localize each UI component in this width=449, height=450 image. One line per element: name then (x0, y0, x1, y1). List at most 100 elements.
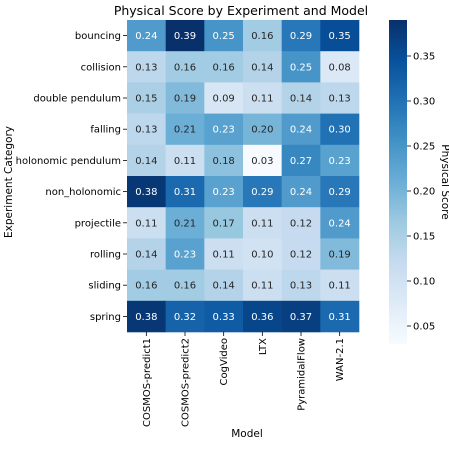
heatmap-cell (204, 144, 244, 177)
heatmap-cell (204, 51, 244, 83)
heatmap-cell (204, 207, 244, 239)
cell-value-label: 0.14 (135, 156, 157, 167)
cell-value-label: 0.19 (329, 250, 351, 261)
colorbar-tick-label: 0.35 (413, 52, 435, 63)
cell-value-label: 0.30 (329, 125, 351, 136)
cell-value-label: 0.11 (251, 281, 273, 292)
heatmap-cell (204, 20, 244, 52)
colorbar-tick-label: 0.25 (413, 142, 435, 153)
column-tick-labels: COSMOS-predict1 COSMOS-predict2 CogVideo LT… (142, 332, 346, 427)
heatmap-cell (127, 51, 166, 83)
cell-value-label: 0.18 (213, 156, 235, 167)
cell-value-label: 0.23 (174, 250, 196, 261)
heatmap-cell (281, 113, 321, 146)
cell-value-label: 0.15 (135, 94, 157, 105)
cell-value-label: 0.29 (329, 187, 351, 198)
column-tick-label: COSMOS-predict2 (181, 338, 192, 427)
heatmap-cell (165, 238, 205, 270)
row-tick-label: bouncing (75, 31, 121, 42)
cell-value-label: 0.23 (213, 187, 235, 198)
heatmap-cell (204, 82, 244, 114)
heatmap-cells (127, 20, 360, 333)
y-axis-label: Experiment Category (3, 126, 15, 238)
heatmap-cell (243, 207, 282, 239)
heatmap-cell (281, 238, 321, 270)
cell-value-label: 0.36 (251, 312, 273, 323)
cell-value-label: 0.32 (174, 312, 196, 323)
row-tick-labels: bouncing collision double pendulum falling h… (16, 31, 127, 323)
heatmap-cell (127, 238, 166, 270)
row-tick-label: falling (90, 125, 121, 136)
cell-value-label: 0.17 (213, 218, 235, 229)
cell-value-label: 0.38 (135, 187, 157, 198)
heatmap-cell (165, 176, 205, 208)
cell-value-label: 0.21 (174, 125, 196, 136)
heatmap-cell (320, 51, 360, 83)
cell-value-label: 0.21 (174, 218, 196, 229)
colorbar-tick-label: 0.10 (413, 277, 435, 288)
row-tick-label: non_holonomic (45, 187, 121, 198)
cell-value-label: 0.13 (135, 62, 157, 73)
colorbar-tick-label: 0.15 (413, 232, 435, 243)
cell-value-label: 0.33 (213, 312, 235, 323)
cell-value-label: 0.11 (251, 218, 273, 229)
heatmap-cell (127, 144, 166, 177)
cell-value-labels: 0.24 0.39 0.25 0.16 0.29 0.35 0.13 0.16 0.16 0.14… (135, 31, 351, 323)
heatmap-cell (320, 113, 360, 146)
colorbar-ticks: 0.05 0.10 0.15 0.20 0.25 0.30 0.35 (407, 52, 435, 333)
heatmap-cell (281, 176, 321, 208)
cell-value-label: 0.11 (251, 94, 273, 105)
cell-value-label: 0.31 (174, 187, 196, 198)
heatmap-cell (127, 113, 166, 146)
row-tick-label: double pendulum (33, 94, 121, 105)
heatmap-cell (127, 176, 166, 208)
cell-value-label: 0.14 (213, 281, 235, 292)
chart-title: Physical Score by Experiment and Model (114, 3, 368, 18)
heatmap-cell (243, 300, 282, 333)
heatmap-cell (281, 300, 321, 333)
colorbar-tick-label: 0.30 (413, 97, 435, 108)
heatmap-cell (204, 238, 244, 270)
x-axis-label: Model (231, 428, 263, 440)
heatmap-cell (243, 238, 282, 270)
heatmap-cell (165, 144, 205, 177)
cell-value-label: 0.24 (290, 187, 312, 198)
heatmap-cell (320, 82, 360, 114)
cell-value-label: 0.10 (251, 250, 273, 261)
heatmap-cell (165, 207, 205, 239)
heatmap-cell (204, 113, 244, 146)
cell-value-label: 0.14 (251, 62, 273, 73)
cell-value-label: 0.23 (329, 156, 351, 167)
heatmap-cell (281, 144, 321, 177)
heatmap-cell (281, 269, 321, 302)
cell-value-label: 0.16 (174, 281, 196, 292)
row-tick-label: sliding (88, 281, 121, 292)
heatmap-cell (320, 238, 360, 270)
cell-value-label: 0.13 (329, 94, 351, 105)
heatmap-cell (165, 269, 205, 302)
heatmap-cell (204, 300, 244, 333)
cell-value-label: 0.24 (290, 125, 312, 136)
heatmap-cell (243, 82, 282, 114)
column-tick-label: PyramidalFlow (297, 338, 308, 411)
heatmap-cell (320, 269, 360, 302)
heatmap-cell (320, 300, 360, 333)
cell-value-label: 0.20 (251, 125, 273, 136)
heatmap-cell (127, 269, 166, 302)
cell-value-label: 0.14 (135, 250, 157, 261)
cell-value-label: 0.19 (174, 94, 196, 105)
cell-value-label: 0.38 (135, 312, 157, 323)
cell-value-label: 0.29 (251, 187, 273, 198)
cell-value-label: 0.24 (135, 31, 157, 42)
colorbar-tick-label: 0.05 (413, 322, 435, 333)
heatmap-cell (281, 51, 321, 83)
cell-value-label: 0.12 (290, 218, 312, 229)
heatmap-cell (243, 113, 282, 146)
cell-value-label: 0.39 (174, 31, 196, 42)
colorbar-label: Physical Score (439, 144, 449, 219)
heatmap-cell (165, 51, 205, 83)
heatmap-cell (204, 176, 244, 208)
row-tick-label: projectile (75, 218, 121, 229)
column-tick-label: CogVideo (219, 338, 230, 385)
